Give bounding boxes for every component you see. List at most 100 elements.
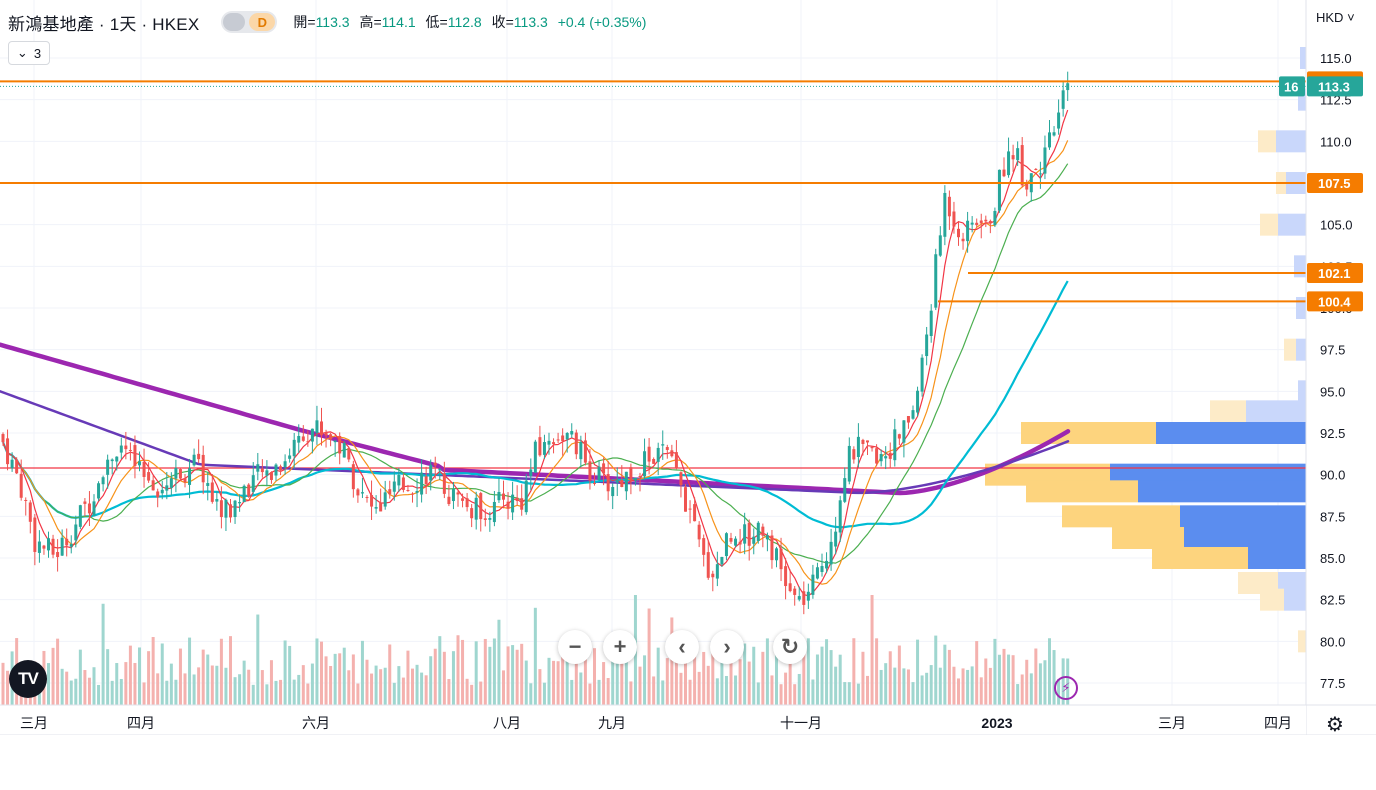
volume-bar	[715, 678, 719, 705]
candle-body	[693, 504, 697, 522]
candle-body	[406, 490, 410, 492]
volume-bar	[1007, 654, 1011, 705]
time-tick-label: 六月	[302, 715, 330, 731]
volume-bar	[60, 668, 64, 705]
volume-bar	[101, 603, 105, 705]
volume-bar	[761, 651, 765, 705]
candle-body	[788, 583, 792, 592]
candle-body	[806, 591, 810, 601]
candle-body	[1020, 145, 1024, 186]
candle-body	[147, 472, 151, 481]
candle-body	[442, 473, 446, 494]
volume-bar	[593, 648, 596, 705]
volume-bar	[251, 684, 255, 705]
candle-body	[615, 480, 619, 483]
volume-bar	[597, 679, 601, 705]
candle-body	[1052, 132, 1056, 136]
candle-body	[106, 459, 110, 475]
time-axis-bg	[0, 705, 1306, 735]
level-price-label: 102.1	[1318, 266, 1351, 281]
volume-profile-down	[1298, 88, 1306, 111]
candle-body	[520, 498, 524, 510]
candle-body	[529, 469, 533, 477]
volume-bar	[529, 683, 533, 705]
volume-bar	[115, 663, 119, 705]
ma-cyan-line	[1, 280, 1069, 529]
candle-body	[292, 439, 296, 457]
candle-body	[219, 500, 223, 518]
symbol-title[interactable]: 新鴻基地產 · 1天 · HKEX	[8, 14, 200, 34]
scroll-right-button[interactable]: ›	[710, 630, 744, 664]
volume-bar	[502, 670, 505, 705]
volume-bar	[383, 667, 387, 705]
volume-bar	[324, 656, 328, 705]
volume-bar	[688, 679, 692, 705]
volume-bar	[952, 666, 956, 705]
candle-body	[515, 497, 519, 501]
candle-body	[342, 442, 346, 458]
indicators-toggle[interactable]: ⌄ 3	[8, 41, 50, 65]
volume-bar	[779, 684, 783, 705]
volume-bar	[756, 682, 760, 705]
volume-bar	[138, 647, 141, 705]
volume-bar	[215, 665, 219, 705]
gear-icon[interactable]: ⚙	[1326, 714, 1344, 736]
candle-body	[734, 538, 738, 546]
volume-profile-up	[1026, 480, 1138, 503]
candle-body	[19, 473, 23, 498]
ma-orange-line	[2, 140, 1069, 585]
volume-bar	[165, 680, 169, 705]
market-status-pill[interactable]: D	[221, 11, 278, 33]
candle-body	[970, 222, 974, 225]
volume-bar	[497, 619, 501, 705]
candle-body	[624, 471, 628, 492]
candle-body	[779, 548, 783, 570]
volume-bar	[656, 647, 660, 705]
volume-bar	[333, 653, 337, 705]
chart-area[interactable]: 115.0112.5110.0107.5105.0102.5100.097.59…	[0, 0, 1376, 735]
price-chart[interactable]: 115.0112.5110.0107.5105.0102.5100.097.59…	[0, 0, 1376, 735]
tradingview-logo[interactable]: TV	[9, 660, 47, 698]
volume-bar	[397, 666, 401, 705]
candle-body	[465, 498, 469, 508]
volume-bar	[438, 636, 442, 705]
volume-bar	[201, 649, 205, 705]
reset-chart-button[interactable]: ↻	[773, 630, 807, 664]
volume-bar	[388, 644, 392, 705]
volume-bar	[256, 614, 260, 705]
candle-body	[729, 537, 733, 542]
volume-bar	[78, 649, 82, 705]
volume-bar	[925, 672, 929, 705]
volume-bar	[492, 638, 496, 705]
zoom-in-button[interactable]: +	[603, 630, 637, 664]
volume-profile-down	[1298, 380, 1306, 403]
volume-bar	[247, 669, 251, 705]
volume-bar	[875, 638, 879, 705]
currency-selector[interactable]: HKD ˅	[1316, 10, 1355, 25]
volume-bar	[556, 661, 560, 705]
volume-bar	[829, 650, 833, 705]
candle-body	[433, 462, 437, 466]
candle-body	[661, 444, 665, 446]
candle-body	[242, 485, 246, 503]
volume-bar	[274, 680, 278, 705]
candle-body	[479, 493, 483, 520]
volume-bar	[538, 669, 542, 705]
time-tick-label: 八月	[493, 715, 521, 731]
candle-body	[765, 535, 769, 540]
change-value: +0.4 (+0.35%)	[557, 14, 647, 30]
candle-body	[470, 508, 474, 519]
volume-bar	[183, 673, 187, 705]
lightning-icon[interactable]: ⚡	[1054, 676, 1078, 700]
candle-body	[392, 481, 396, 492]
zoom-out-button[interactable]: −	[558, 630, 592, 664]
candle-body	[502, 493, 505, 500]
candle-body	[993, 210, 997, 226]
price-tick-label: 105.0	[1320, 218, 1353, 233]
volume-bar	[288, 645, 292, 705]
candle-body	[283, 461, 287, 468]
volume-bar	[620, 662, 624, 705]
volume-bar	[283, 640, 287, 705]
scroll-left-button[interactable]: ‹	[665, 630, 699, 664]
close-label: 收=	[491, 14, 514, 30]
